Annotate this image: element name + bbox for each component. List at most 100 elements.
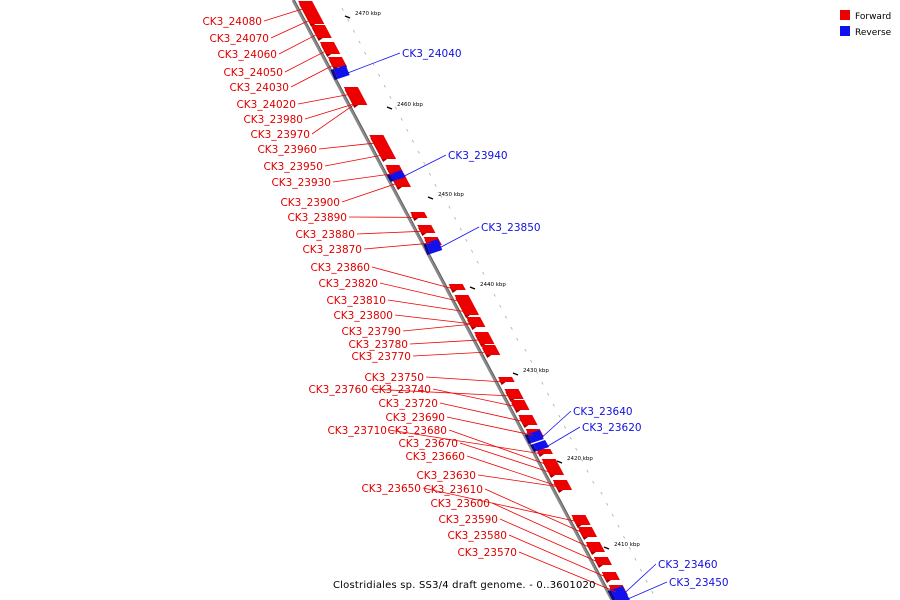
forward-gene-block[interactable]: [601, 572, 620, 583]
forward-gene-label[interactable]: CK3_23710: [327, 425, 387, 437]
reverse-gene-label[interactable]: CK3_24040: [402, 48, 462, 60]
reverse-gene-leader: [546, 426, 581, 447]
forward-gene-leader: [263, 7, 306, 22]
forward-gene-block[interactable]: [504, 389, 524, 402]
forward-gene-block[interactable]: [319, 42, 341, 57]
forward-gene-label[interactable]: CK3_24050: [223, 67, 283, 79]
reverse-gene-leader: [403, 154, 447, 177]
forward-gene-label[interactable]: CK3_23650: [361, 483, 421, 495]
forward-gene-leader: [332, 173, 394, 183]
forward-gene-leader: [466, 455, 561, 488]
forward-gene-leader: [278, 32, 320, 55]
forward-gene-block[interactable]: [545, 467, 565, 478]
forward-gene-leader: [491, 502, 594, 550]
forward-gene-block[interactable]: [498, 377, 515, 385]
forward-gene-leader: [394, 314, 474, 325]
forward-gene-label[interactable]: CK3_23960: [257, 144, 317, 156]
forward-gene-label[interactable]: CK3_23600: [430, 498, 490, 510]
forward-gene-block[interactable]: [375, 147, 397, 162]
forward-gene-block[interactable]: [349, 97, 368, 108]
reverse-gene-block[interactable]: [423, 239, 443, 255]
forward-gene-label[interactable]: CK3_23570: [457, 547, 517, 559]
reverse-gene-leader: [541, 410, 572, 438]
forward-gene-leader: [324, 154, 384, 167]
forward-gene-leader: [439, 402, 526, 423]
forward-gene-leader: [379, 282, 463, 303]
forward-gene-leader: [387, 299, 468, 313]
scale-tick-label: 2460 kbp: [397, 102, 423, 108]
forward-gene-label[interactable]: CK3_23590: [438, 514, 498, 526]
forward-gene-label[interactable]: CK3_23880: [295, 229, 355, 241]
forward-gene-block[interactable]: [593, 557, 612, 568]
reverse-gene-block[interactable]: [610, 592, 630, 600]
reverse-gene-block[interactable]: [530, 440, 550, 452]
reverse-gene-label[interactable]: CK3_23940: [448, 150, 508, 162]
forward-gene-label[interactable]: CK3_23770: [351, 351, 411, 363]
forward-gene-leader: [477, 474, 561, 488]
forward-gene-label[interactable]: CK3_23790: [341, 326, 401, 338]
forward-gene-label[interactable]: CK3_23630: [416, 470, 476, 482]
forward-gene-label[interactable]: CK3_24060: [217, 49, 277, 61]
forward-gene-leader: [446, 416, 533, 436]
forward-gene-label[interactable]: CK3_23980: [243, 114, 303, 126]
forward-gene-label[interactable]: CK3_23870: [302, 244, 362, 256]
forward-gene-label[interactable]: CK3_23580: [447, 530, 507, 542]
reverse-gene-label[interactable]: CK3_23460: [658, 559, 718, 571]
genome-caption: Clostridiales sp. SS3/4 draft genome. - …: [333, 580, 596, 591]
scale-tick-label: 2470 kbp: [355, 11, 381, 17]
reverse-gene-block[interactable]: [524, 430, 544, 444]
forward-gene-leader: [341, 182, 399, 203]
forward-gene-leader: [432, 388, 518, 408]
legend-forward-swatch: [840, 10, 850, 20]
forward-gene-label[interactable]: CK3_23750: [364, 372, 424, 384]
forward-gene-block[interactable]: [327, 57, 348, 70]
forward-gene-label[interactable]: CK3_23670: [398, 438, 458, 450]
forward-gene-label[interactable]: CK3_23800: [333, 310, 393, 322]
reverse-gene-label[interactable]: CK3_23620: [582, 422, 642, 434]
forward-gene-leader: [402, 323, 474, 332]
forward-gene-label[interactable]: CK3_23610: [423, 484, 483, 496]
scale-tick-label: 2410 kbp: [614, 542, 640, 548]
legend: Forward Reverse: [840, 10, 892, 38]
forward-gene-leader: [369, 388, 512, 397]
reverse-gene-block[interactable]: [386, 170, 406, 182]
reverse-gene-label[interactable]: CK3_23640: [573, 406, 633, 418]
forward-gene-label[interactable]: CK3_23680: [387, 425, 447, 437]
reverse-gene-block[interactable]: [330, 65, 350, 80]
forward-gene-label[interactable]: CK3_24030: [229, 82, 289, 94]
forward-gene-label[interactable]: CK3_23810: [326, 295, 386, 307]
forward-gene-leader: [304, 102, 357, 120]
forward-gene-block[interactable]: [417, 225, 436, 236]
reverse-gene-label[interactable]: CK3_23450: [669, 577, 729, 589]
forward-gene-label[interactable]: CK3_23930: [271, 177, 331, 189]
forward-gene-leader: [356, 230, 425, 235]
forward-gene-label[interactable]: CK3_23900: [280, 197, 340, 209]
scale-tick-label: 2420 kbp: [567, 456, 593, 462]
forward-gene-label[interactable]: CK3_23740: [371, 384, 431, 396]
forward-gene-leader: [484, 488, 586, 535]
forward-gene-label[interactable]: CK3_23760: [308, 384, 368, 396]
forward-gene-block[interactable]: [474, 332, 495, 347]
forward-gene-leader: [270, 18, 312, 39]
reverse-gene-leader: [440, 226, 480, 248]
forward-gene-block[interactable]: [536, 449, 553, 457]
forward-gene-label[interactable]: CK3_23780: [348, 339, 408, 351]
forward-gene-leader: [409, 339, 483, 345]
forward-gene-label[interactable]: CK3_23890: [287, 212, 347, 224]
forward-gene-label[interactable]: CK3_23820: [318, 278, 378, 290]
reverse-gene-label[interactable]: CK3_23850: [481, 222, 541, 234]
forward-gene-label[interactable]: CK3_23950: [263, 161, 323, 173]
forward-gene-block[interactable]: [369, 135, 390, 150]
forward-gene-leader: [448, 429, 549, 466]
forward-gene-label[interactable]: CK3_23660: [405, 451, 465, 463]
forward-gene-label[interactable]: CK3_24070: [209, 33, 269, 45]
forward-gene-label[interactable]: CK3_23690: [385, 412, 445, 424]
forward-gene-block[interactable]: [410, 212, 428, 221]
forward-gene-label[interactable]: CK3_23860: [310, 262, 370, 274]
forward-gene-label[interactable]: CK3_23970: [250, 129, 310, 141]
forward-gene-label[interactable]: CK3_24020: [236, 99, 296, 111]
reverse-gene-leader: [627, 581, 668, 600]
forward-gene-label[interactable]: CK3_23720: [378, 398, 438, 410]
forward-gene-label[interactable]: CK3_24080: [202, 16, 262, 28]
